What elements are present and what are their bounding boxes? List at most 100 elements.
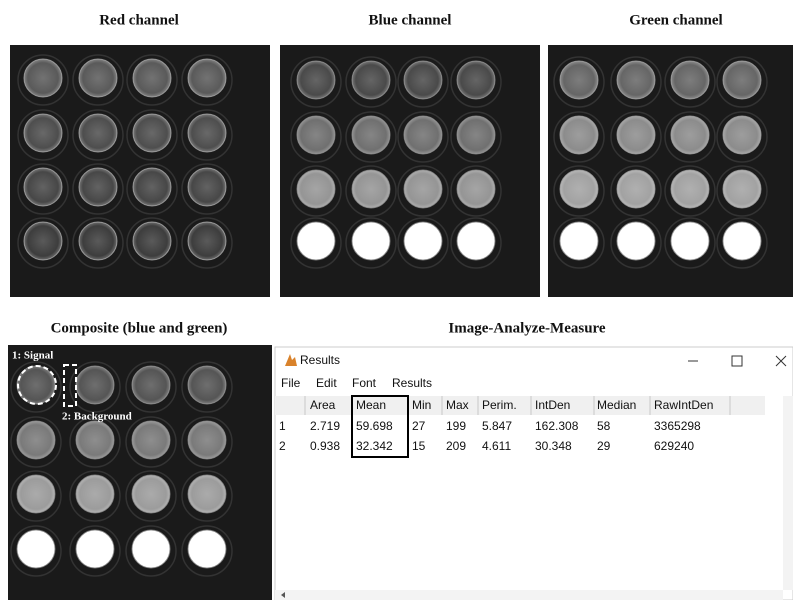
menu-item[interactable]: File	[281, 376, 301, 390]
table-cell: 30.348	[535, 439, 572, 453]
well-glow	[671, 170, 709, 208]
well-glow	[457, 222, 495, 260]
column-header: Mean	[356, 398, 386, 412]
table-cell: 15	[412, 439, 426, 453]
panel-title: Red channel	[99, 12, 179, 28]
well-glow	[76, 475, 114, 513]
well-glow	[723, 61, 761, 99]
well-glow	[560, 170, 598, 208]
column-header: Area	[310, 398, 336, 412]
well-glow	[188, 530, 226, 568]
well-glow	[133, 59, 171, 97]
well-glow	[188, 421, 226, 459]
menu-item[interactable]: Results	[392, 376, 432, 390]
well-glow	[404, 170, 442, 208]
well-glow	[297, 116, 335, 154]
menu-item[interactable]: Edit	[316, 376, 337, 390]
well-glow	[132, 530, 170, 568]
well-glow	[457, 170, 495, 208]
well-glow	[560, 222, 598, 260]
well-glow	[404, 222, 442, 260]
table-cell: 29	[597, 439, 611, 453]
row-index: 1	[279, 419, 286, 433]
well-glow	[17, 475, 55, 513]
table-cell: 162.308	[535, 419, 579, 433]
column-header: Min	[412, 398, 431, 412]
well-glow	[79, 168, 117, 206]
table-cell: 629240	[654, 439, 694, 453]
table-cell: 4.611	[482, 439, 511, 453]
well-glow	[24, 59, 62, 97]
well-glow	[671, 61, 709, 99]
annotation: 1: Signal	[12, 350, 53, 362]
window-title: Results	[300, 353, 340, 367]
well-glow	[79, 59, 117, 97]
well-glow	[352, 170, 390, 208]
well-glow	[188, 114, 226, 152]
well-glow	[671, 222, 709, 260]
well-glow	[457, 61, 495, 99]
table-cell: 5.847	[482, 419, 512, 433]
well-glow	[457, 116, 495, 154]
well-glow	[352, 222, 390, 260]
column-header: Max	[446, 398, 469, 412]
well-glow	[188, 222, 226, 260]
well-glow	[132, 366, 170, 404]
well-glow	[188, 168, 226, 206]
well-glow	[133, 114, 171, 152]
well-glow	[723, 116, 761, 154]
menu-item[interactable]: Font	[352, 376, 377, 390]
table-cell: 59.698	[356, 419, 393, 433]
well-glow	[297, 170, 335, 208]
table-cell: 2.719	[310, 419, 340, 433]
figure: Red channel Blue channel Green channel C…	[0, 0, 793, 600]
well-glow	[76, 421, 114, 459]
well-glow	[17, 530, 55, 568]
well-glow	[404, 61, 442, 99]
table-cell: 199	[446, 419, 466, 433]
well-glow	[560, 61, 598, 99]
vertical-scrollbar[interactable]	[783, 396, 793, 590]
well-glow	[617, 116, 655, 154]
well-glow	[24, 222, 62, 260]
well-glow	[76, 366, 114, 404]
annotation: 2: Background	[62, 411, 132, 423]
column-header: Perim.	[482, 398, 517, 412]
well-glow	[617, 170, 655, 208]
page: {"panels": [ {"title": "Red channel"}, {…	[0, 0, 793, 600]
horizontal-scrollbar[interactable]	[275, 590, 783, 600]
well-glow	[723, 222, 761, 260]
table-cell: 32.342	[356, 439, 393, 453]
well-glow	[133, 168, 171, 206]
well-glow	[79, 222, 117, 260]
column-header: Median	[597, 398, 636, 412]
well-glow	[297, 61, 335, 99]
well-glow	[352, 61, 390, 99]
well-glow	[133, 222, 171, 260]
panel-title: Blue channel	[369, 12, 452, 28]
results-window: Results File Edit Font Results Area Mean Min M…	[275, 347, 793, 600]
panel-title: Composite (blue and green)	[51, 320, 228, 336]
well-glow	[188, 475, 226, 513]
well-glow	[24, 168, 62, 206]
well-glow	[188, 366, 226, 404]
section-title: Image-Analyze-Measure	[448, 320, 606, 336]
well-glow	[188, 59, 226, 97]
well-glow	[723, 170, 761, 208]
row-index: 2	[279, 439, 286, 453]
well-glow	[560, 116, 598, 154]
well-glow	[76, 530, 114, 568]
column-header: IntDen	[535, 398, 570, 412]
well-glow	[132, 475, 170, 513]
well-glow	[132, 421, 170, 459]
well-glow	[617, 61, 655, 99]
well-glow	[24, 114, 62, 152]
table-cell: 209	[446, 439, 466, 453]
table-cell: 58	[597, 419, 611, 433]
well-glow	[297, 222, 335, 260]
table-cell: 27	[412, 419, 426, 433]
well-glow	[671, 116, 709, 154]
column-header: RawIntDen	[654, 398, 713, 412]
well-glow	[79, 114, 117, 152]
well-glow	[617, 222, 655, 260]
